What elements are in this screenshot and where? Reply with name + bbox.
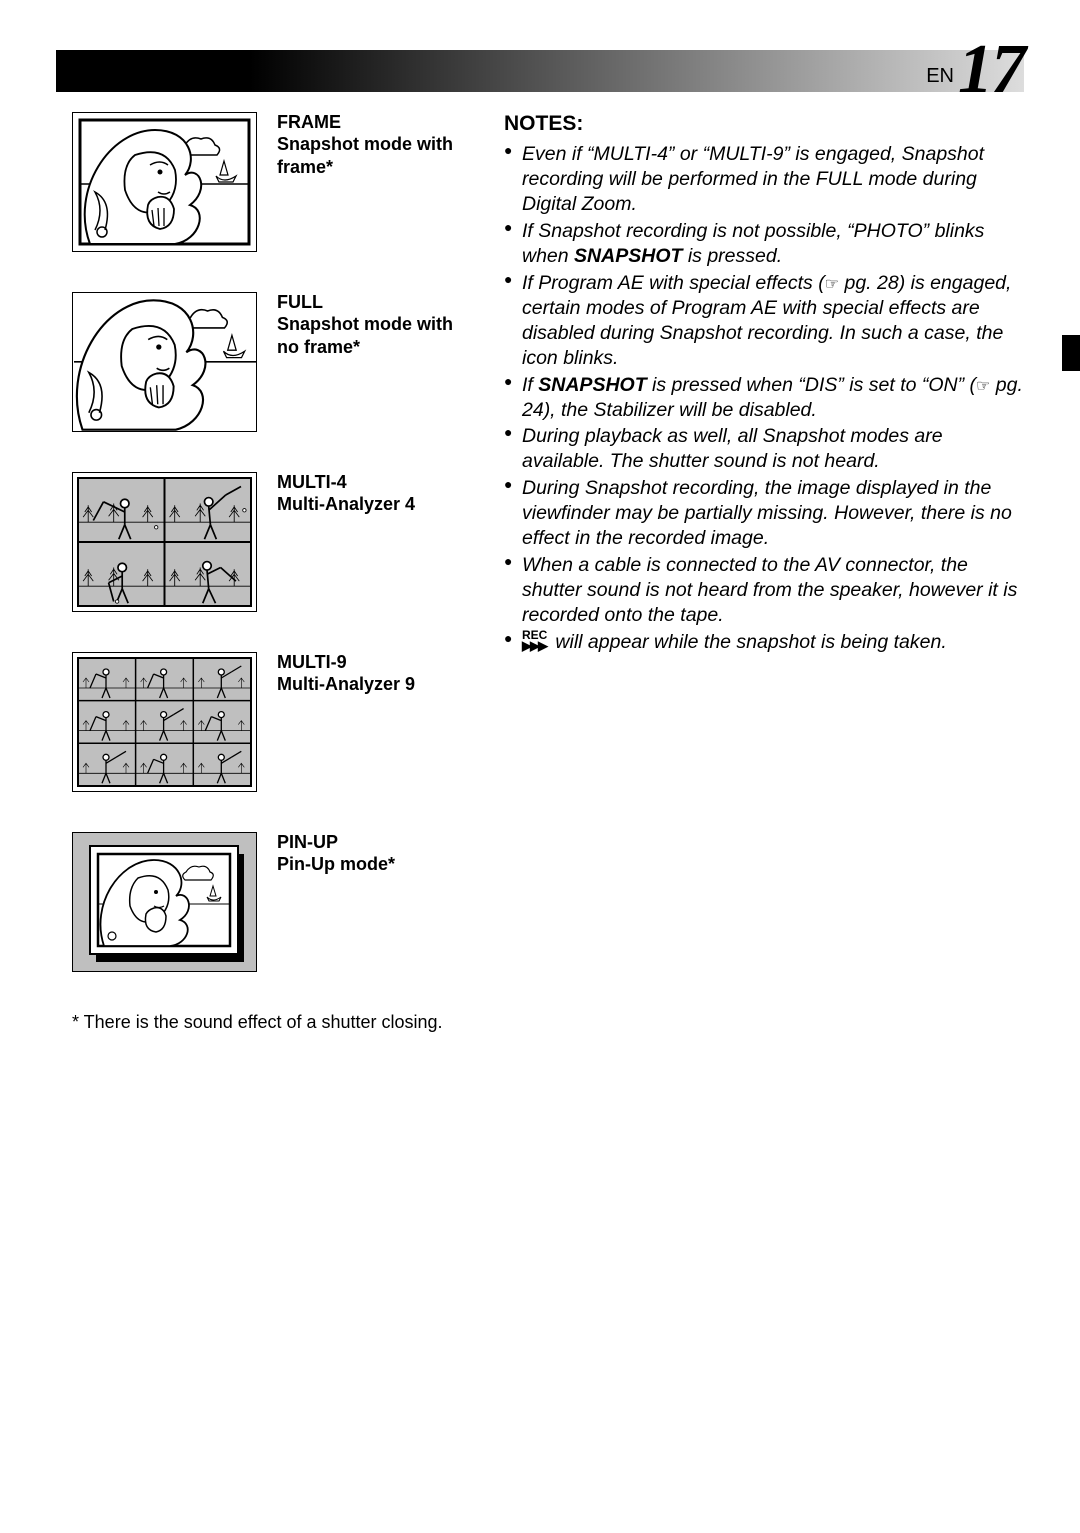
note-item: When a cable is connected to the AV conn… xyxy=(504,553,1024,628)
mode-subtitle: Snapshot mode with no frame* xyxy=(277,313,472,358)
mode-title: PIN-UP xyxy=(277,832,395,853)
note-item: REC▶▶▶ will appear while the snapshot is… xyxy=(504,630,1024,655)
mode-item: PIN-UPPin-Up mode* xyxy=(72,832,472,972)
mode-title: MULTI-4 xyxy=(277,472,415,493)
note-item: During playback as well, all Snapshot mo… xyxy=(504,424,1024,474)
mode-subtitle: Multi-Analyzer 4 xyxy=(277,493,415,516)
mode-title: MULTI-9 xyxy=(277,652,415,673)
footnote: * There is the sound effect of a shutter… xyxy=(72,1012,472,1033)
note-item: Even if “MULTI-4” or “MULTI-9” is engage… xyxy=(504,142,1024,217)
mode-thumbnail xyxy=(72,292,257,432)
mode-title: FULL xyxy=(277,292,472,313)
mode-label: PIN-UPPin-Up mode* xyxy=(277,832,395,876)
mode-title: FRAME xyxy=(277,112,472,133)
mode-label: MULTI-4Multi-Analyzer 4 xyxy=(277,472,415,516)
page-header: EN 17 xyxy=(56,50,1024,92)
rec-icon: REC▶▶▶ xyxy=(522,630,550,653)
hand-pointer-icon: ☞ xyxy=(976,377,990,397)
note-item: During Snapshot recording, the image dis… xyxy=(504,476,1024,551)
notes-list: Even if “MULTI-4” or “MULTI-9” is engage… xyxy=(504,142,1024,655)
mode-thumbnail xyxy=(72,832,257,972)
mode-item: MULTI-4Multi-Analyzer 4 xyxy=(72,472,472,612)
mode-subtitle: Snapshot mode with frame* xyxy=(277,133,472,178)
mode-item: FULLSnapshot mode with no frame* xyxy=(72,292,472,432)
mode-item: FRAMESnapshot mode with frame* xyxy=(72,112,472,252)
mode-label: FRAMESnapshot mode with frame* xyxy=(277,112,472,178)
note-item: If SNAPSHOT is pressed when “DIS” is set… xyxy=(504,373,1024,423)
mode-subtitle: Multi-Analyzer 9 xyxy=(277,673,415,696)
note-item: If Program AE with special effects (☞ pg… xyxy=(504,271,1024,371)
notes-column: NOTES: Even if “MULTI-4” or “MULTI-9” is… xyxy=(472,112,1024,1493)
mode-thumbnail xyxy=(72,112,257,252)
mode-item: MULTI-9Multi-Analyzer 9 xyxy=(72,652,472,792)
modes-column: FRAMESnapshot mode with frame* FULLSnaps… xyxy=(72,112,472,1493)
hand-pointer-icon: ☞ xyxy=(825,275,839,295)
mode-subtitle: Pin-Up mode* xyxy=(277,853,395,876)
mode-label: MULTI-9Multi-Analyzer 9 xyxy=(277,652,415,696)
language-label: EN xyxy=(926,65,954,88)
mode-thumbnail xyxy=(72,652,257,792)
mode-thumbnail xyxy=(72,472,257,612)
page-number: 17 xyxy=(958,42,1024,98)
mode-label: FULLSnapshot mode with no frame* xyxy=(277,292,472,358)
note-item: If Snapshot recording is not possible, “… xyxy=(504,219,1024,269)
edge-tab xyxy=(1062,335,1080,371)
notes-heading: NOTES: xyxy=(504,112,1024,136)
page-content: FRAMESnapshot mode with frame* FULLSnaps… xyxy=(72,112,1024,1493)
